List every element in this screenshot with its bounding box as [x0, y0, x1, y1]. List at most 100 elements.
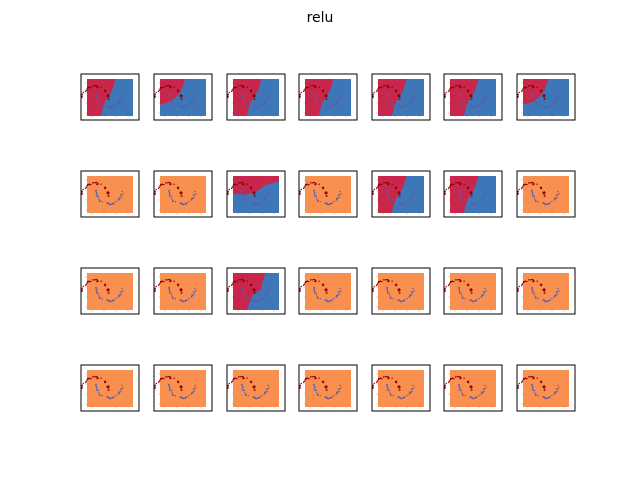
data-point — [100, 183, 102, 185]
data-point — [107, 387, 109, 389]
data-point — [554, 294, 556, 296]
data-point — [240, 279, 242, 281]
data-point — [258, 202, 260, 205]
data-point — [397, 298, 400, 301]
data-point — [266, 291, 269, 293]
data-point — [300, 188, 302, 191]
data-point — [188, 394, 190, 397]
data-point — [326, 299, 328, 302]
data-point — [314, 389, 316, 392]
data-point — [325, 288, 328, 290]
data-point — [445, 285, 447, 288]
data-point — [399, 299, 401, 302]
data-point — [108, 299, 110, 302]
data-point — [238, 85, 240, 87]
data-point — [182, 397, 184, 399]
decision-region — [523, 273, 569, 310]
data-point — [518, 382, 520, 385]
data-point — [338, 196, 340, 198]
data-point — [193, 97, 196, 99]
data-point — [163, 280, 165, 283]
data-point — [174, 394, 176, 397]
data-point — [155, 285, 157, 288]
data-point — [543, 387, 545, 389]
data-point — [96, 183, 98, 186]
data-point — [551, 200, 553, 203]
data-point — [326, 396, 328, 399]
data-point — [177, 186, 180, 188]
data-point — [104, 187, 106, 190]
data-point — [194, 93, 196, 96]
data-point — [95, 96, 98, 98]
data-point — [263, 102, 265, 104]
data-point — [457, 85, 459, 87]
data-point — [449, 379, 451, 381]
data-point — [372, 94, 374, 96]
data-point — [372, 192, 374, 195]
data-point — [399, 202, 401, 205]
data-point — [455, 279, 457, 281]
data-point — [409, 391, 411, 393]
data-point — [300, 285, 302, 288]
data-point — [255, 203, 257, 205]
data-point — [397, 201, 400, 204]
data-point — [403, 105, 405, 108]
data-point — [534, 295, 536, 297]
data-point — [333, 297, 335, 300]
data-point — [470, 290, 472, 292]
data-point — [377, 88, 379, 90]
data-point — [335, 199, 337, 201]
data-point — [557, 190, 559, 193]
data-point — [96, 389, 98, 392]
data-point — [458, 191, 460, 193]
data-point — [190, 393, 192, 395]
data-point — [250, 381, 252, 384]
data-point — [449, 280, 452, 283]
data-point — [459, 389, 461, 392]
data-point — [322, 283, 325, 285]
data-point — [372, 386, 374, 389]
data-point — [167, 376, 169, 378]
data-point — [485, 290, 487, 292]
data-point — [314, 280, 316, 283]
data-point — [195, 193, 197, 195]
data-point — [316, 101, 318, 103]
data-point — [261, 200, 263, 203]
data-point — [109, 397, 111, 399]
data-point — [154, 95, 156, 98]
data-point — [536, 377, 538, 379]
data-point — [470, 96, 472, 98]
data-point — [181, 105, 183, 108]
data-point — [154, 94, 156, 96]
decision-region — [87, 176, 133, 213]
data-point — [470, 94, 473, 96]
data-point — [177, 89, 180, 91]
data-point — [536, 280, 538, 282]
data-point — [537, 200, 539, 203]
data-point — [377, 377, 380, 380]
data-point — [108, 98, 110, 100]
subplot-r4-c7 — [516, 364, 576, 412]
data-point — [448, 283, 451, 285]
data-point — [483, 390, 485, 392]
data-point — [444, 385, 446, 387]
data-point — [532, 195, 534, 198]
data-point — [168, 288, 170, 290]
data-point — [379, 86, 382, 88]
data-point — [230, 381, 233, 384]
data-point — [376, 283, 379, 285]
data-point — [227, 385, 229, 387]
data-point — [121, 190, 123, 193]
data-point — [82, 188, 84, 191]
sample-points — [372, 375, 415, 400]
data-point — [389, 101, 391, 103]
data-point — [528, 85, 530, 87]
data-point — [467, 284, 469, 287]
data-point — [85, 283, 88, 285]
data-point — [172, 393, 174, 396]
data-point — [306, 183, 309, 185]
data-point — [312, 376, 314, 378]
data-point — [90, 377, 92, 380]
data-point — [85, 380, 88, 382]
data-point — [264, 294, 266, 296]
